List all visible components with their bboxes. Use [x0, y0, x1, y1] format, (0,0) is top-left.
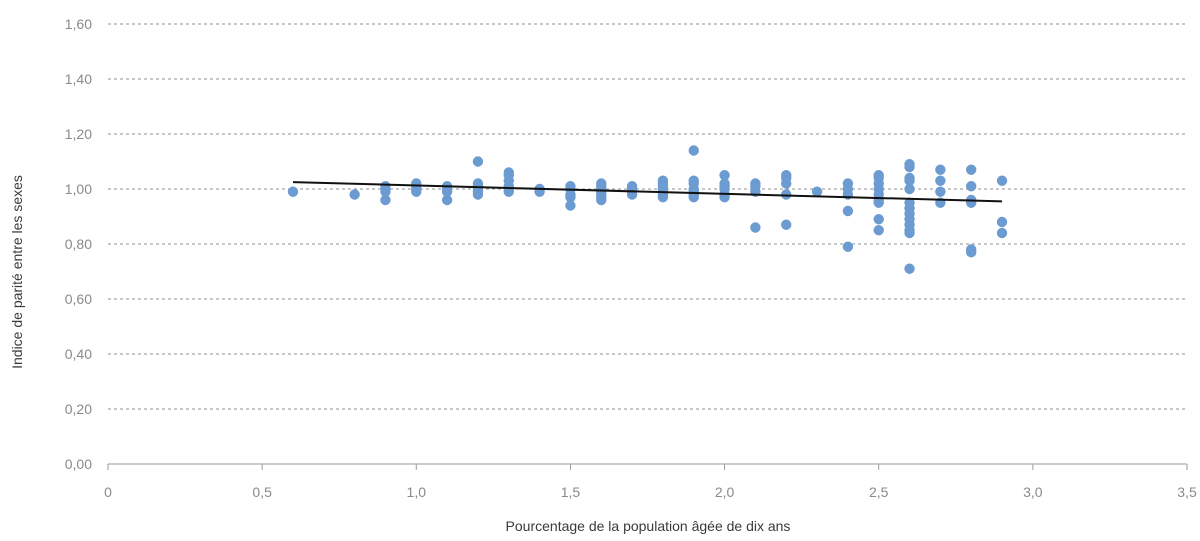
x-tick-label: 0	[104, 484, 112, 500]
trendline	[292, 181, 1003, 203]
data-point	[503, 186, 514, 197]
data-point	[411, 186, 422, 197]
data-point	[904, 161, 915, 173]
data-point	[842, 205, 854, 217]
data-point	[873, 214, 884, 225]
data-point	[565, 200, 576, 211]
y-axis-title: Indice de parité entre les sexes	[9, 175, 25, 369]
data-point	[380, 194, 391, 206]
x-tick-label: 2,5	[869, 484, 889, 500]
y-tick-label: 1,60	[65, 16, 92, 32]
y-tick-label: 0,00	[65, 456, 92, 472]
data-point	[873, 225, 884, 236]
x-tick-label: 2,0	[715, 484, 735, 500]
y-tick-label: 0,20	[65, 401, 92, 417]
x-tick-label: 1,0	[407, 484, 427, 500]
data-point	[349, 189, 360, 200]
data-point	[935, 164, 946, 175]
data-point	[688, 145, 699, 156]
data-point	[904, 175, 915, 186]
data-point	[935, 186, 946, 197]
data-point	[781, 219, 792, 230]
y-tick-label: 1,20	[65, 126, 92, 142]
gridlines	[108, 23, 1187, 410]
x-tick-label: 0,5	[252, 484, 272, 500]
axes: 0,00 0,20 0,40 0,60 0,80 1,00 1,20 1,40 1,60 0 0,5…	[65, 16, 1197, 500]
data-point	[904, 183, 915, 195]
data-point	[441, 194, 453, 206]
x-axis-title: Pourcentage de la population âgée de dix…	[506, 518, 791, 534]
data-point	[719, 170, 730, 181]
data-points	[287, 145, 1008, 274]
data-point	[287, 186, 299, 197]
data-point	[811, 186, 823, 197]
data-point	[657, 192, 669, 203]
y-tick-label: 0,40	[65, 346, 92, 362]
data-point	[472, 156, 484, 167]
trendline-group	[292, 181, 1003, 203]
data-point	[996, 227, 1008, 239]
data-point	[842, 241, 854, 252]
data-point	[996, 175, 1008, 186]
data-point	[935, 175, 946, 186]
data-point	[966, 181, 977, 192]
x-tick-label: 1,5	[561, 484, 581, 500]
data-point	[966, 197, 977, 208]
data-point	[873, 197, 884, 208]
data-point	[904, 263, 915, 274]
data-point	[781, 178, 792, 189]
data-point	[966, 164, 977, 175]
data-point	[781, 189, 792, 200]
data-point	[565, 192, 576, 203]
data-point	[996, 216, 1008, 228]
data-point	[596, 194, 607, 206]
y-tick-label: 1,00	[65, 181, 92, 197]
data-point	[750, 222, 761, 233]
x-tick-label: 3,0	[1023, 484, 1043, 500]
x-tick-label: 3,5	[1177, 484, 1197, 500]
y-tick-label: 0,60	[65, 291, 92, 307]
y-tick-label: 1,40	[65, 71, 92, 87]
data-point	[966, 247, 977, 258]
data-point	[904, 227, 915, 239]
data-point	[688, 192, 699, 203]
y-tick-label: 0,80	[65, 236, 92, 252]
data-point	[380, 186, 391, 197]
data-point	[441, 186, 453, 197]
data-point	[472, 189, 484, 200]
